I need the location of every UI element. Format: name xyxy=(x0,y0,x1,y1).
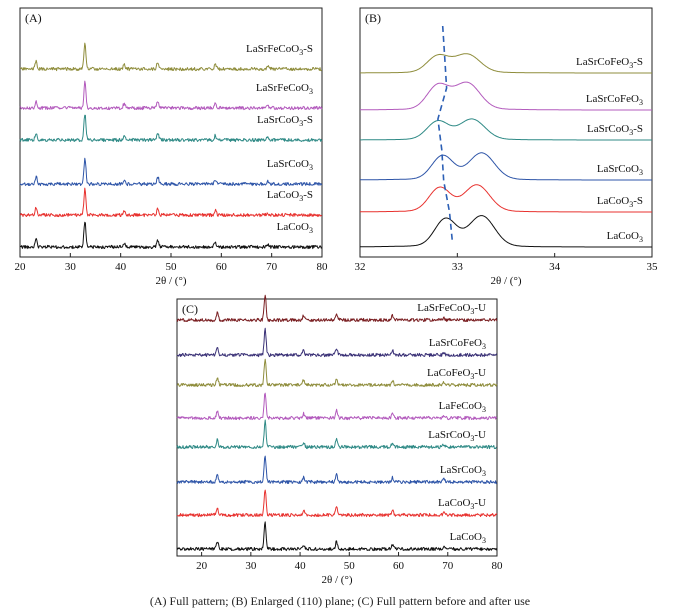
panel-a-series-label: LaSrFeCoO3 xyxy=(256,82,313,96)
panel-c-series-line xyxy=(177,358,498,388)
panel-b-series-label: LaCoO3-S xyxy=(597,195,643,209)
panel-b-x-tick-label: 34 xyxy=(549,261,561,273)
panel-c-panel-label: (C) xyxy=(182,302,198,316)
panel-b-x-tick-label: 32 xyxy=(355,261,366,273)
panel-c-series-label: LaCoO3-U xyxy=(438,497,486,511)
panel-c-x-tick-label: 50 xyxy=(344,560,356,572)
panel-b-series-label: LaSrCoFeO3 xyxy=(586,93,643,107)
panel-c-series-label: LaSrFeCoO3-U xyxy=(417,302,486,316)
panel-c-series-line xyxy=(176,392,498,421)
panel-c-x-tick-label: 80 xyxy=(492,560,504,572)
panel-b-series-line xyxy=(360,152,652,181)
panel-a-x-tick-label: 20 xyxy=(15,261,27,273)
panel-c: 20 30 40 50 60 70 80 (C) 2θ / (°) LaSrFeCoO3-U LaS… xyxy=(176,294,504,586)
panel-a-series-label: LaSrCoO3-S xyxy=(257,114,313,128)
panel-c-series-line xyxy=(176,419,497,450)
panel-a-series-label: LaSrFeCoO3-S xyxy=(246,43,313,57)
panel-a-panel-label: (A) xyxy=(25,11,42,25)
panel-a-series-line xyxy=(19,42,322,72)
panel-b-series-line xyxy=(360,81,652,111)
panel-a-series-line xyxy=(19,157,323,187)
panel-c-plot-frame xyxy=(176,298,498,557)
panel-c-series-line xyxy=(176,327,498,358)
panel-b-plot-frame xyxy=(359,7,653,258)
panel-c-x-tick-label: 70 xyxy=(442,560,454,572)
panel-b-peak-shift-guide xyxy=(437,25,454,244)
panel-c-series-label: LaCoO3 xyxy=(450,531,486,545)
panel-a-x-tick-label: 30 xyxy=(65,261,77,273)
panel-a-series-label: LaCoO3-S xyxy=(267,189,313,203)
panel-b-series-line xyxy=(360,118,652,141)
panel-b-series-label: LaSrCoO3-S xyxy=(587,123,643,137)
panel-b: 32 33 34 35 (B) 2θ / (°) LaSrCoFeO3-S LaSrCoFeO… xyxy=(355,7,659,287)
panel-a-series-line xyxy=(19,187,323,218)
panel-c-series-line xyxy=(176,294,498,323)
panel-b-series-line xyxy=(360,53,652,74)
panel-c-x-tick-label: 20 xyxy=(196,560,208,572)
panel-a-series-line xyxy=(19,221,323,250)
panel-c-series-line xyxy=(176,489,498,518)
panel-c-series-label: LaSrCoO3-U xyxy=(428,429,486,443)
panel-c-x-tick-label: 40 xyxy=(295,560,307,572)
panel-a-series-line xyxy=(19,114,323,143)
panel-b-series-line xyxy=(360,184,652,213)
panel-b-series-label: LaSrCoO3 xyxy=(597,163,643,177)
panel-b-x-tick-label: 35 xyxy=(647,261,659,273)
panel-a-x-tick-label: 50 xyxy=(166,261,178,273)
panel-c-series-label: LaFeCoO3 xyxy=(439,400,486,414)
panel-c-series-label: LaCoFeO3-U xyxy=(427,367,486,381)
panel-b-series-label: LaCoO3 xyxy=(607,230,643,244)
panel-a-x-tick-label: 40 xyxy=(115,261,127,273)
panel-c-x-tick-label: 30 xyxy=(245,560,257,572)
panel-a-x-axis-label: 2θ / (°) xyxy=(155,275,186,287)
panel-b-series-label: LaSrCoFeO3-S xyxy=(576,56,643,70)
panel-c-series-line xyxy=(176,521,498,552)
panel-c-x-axis-label: 2θ / (°) xyxy=(321,574,352,586)
panel-a-series-label: LaSrCoO3 xyxy=(267,158,313,172)
panel-b-series-line xyxy=(360,215,652,248)
panel-a-x-tick-label: 80 xyxy=(317,261,329,273)
panel-a: 20 30 40 50 60 70 80 (A) 2θ / (°) LaSrFeCoO3-S LaS… xyxy=(15,7,329,287)
panel-a-x-tick-label: 60 xyxy=(216,261,228,273)
panel-c-series-label: LaSrCoFeO3 xyxy=(429,337,486,351)
panel-c-series-label: LaSrCoO3 xyxy=(440,464,486,478)
panel-b-x-tick-label: 33 xyxy=(452,261,464,273)
panel-a-series-label: LaCoO3 xyxy=(277,221,313,235)
figure-caption: (A) Full pattern; (B) Enlarged (110) pla… xyxy=(149,594,531,608)
panel-b-x-axis-label: 2θ / (°) xyxy=(490,275,521,287)
panel-a-series-line xyxy=(19,80,323,111)
panel-b-panel-label: (B) xyxy=(365,11,381,25)
panel-c-series-line xyxy=(176,455,498,485)
panel-a-x-tick-label: 70 xyxy=(266,261,278,273)
panel-c-x-tick-label: 60 xyxy=(393,560,405,572)
xrd-figure: 20 30 40 50 60 70 80 (A) 2θ / (°) LaSrFeCoO3-S LaS… xyxy=(15,7,659,586)
